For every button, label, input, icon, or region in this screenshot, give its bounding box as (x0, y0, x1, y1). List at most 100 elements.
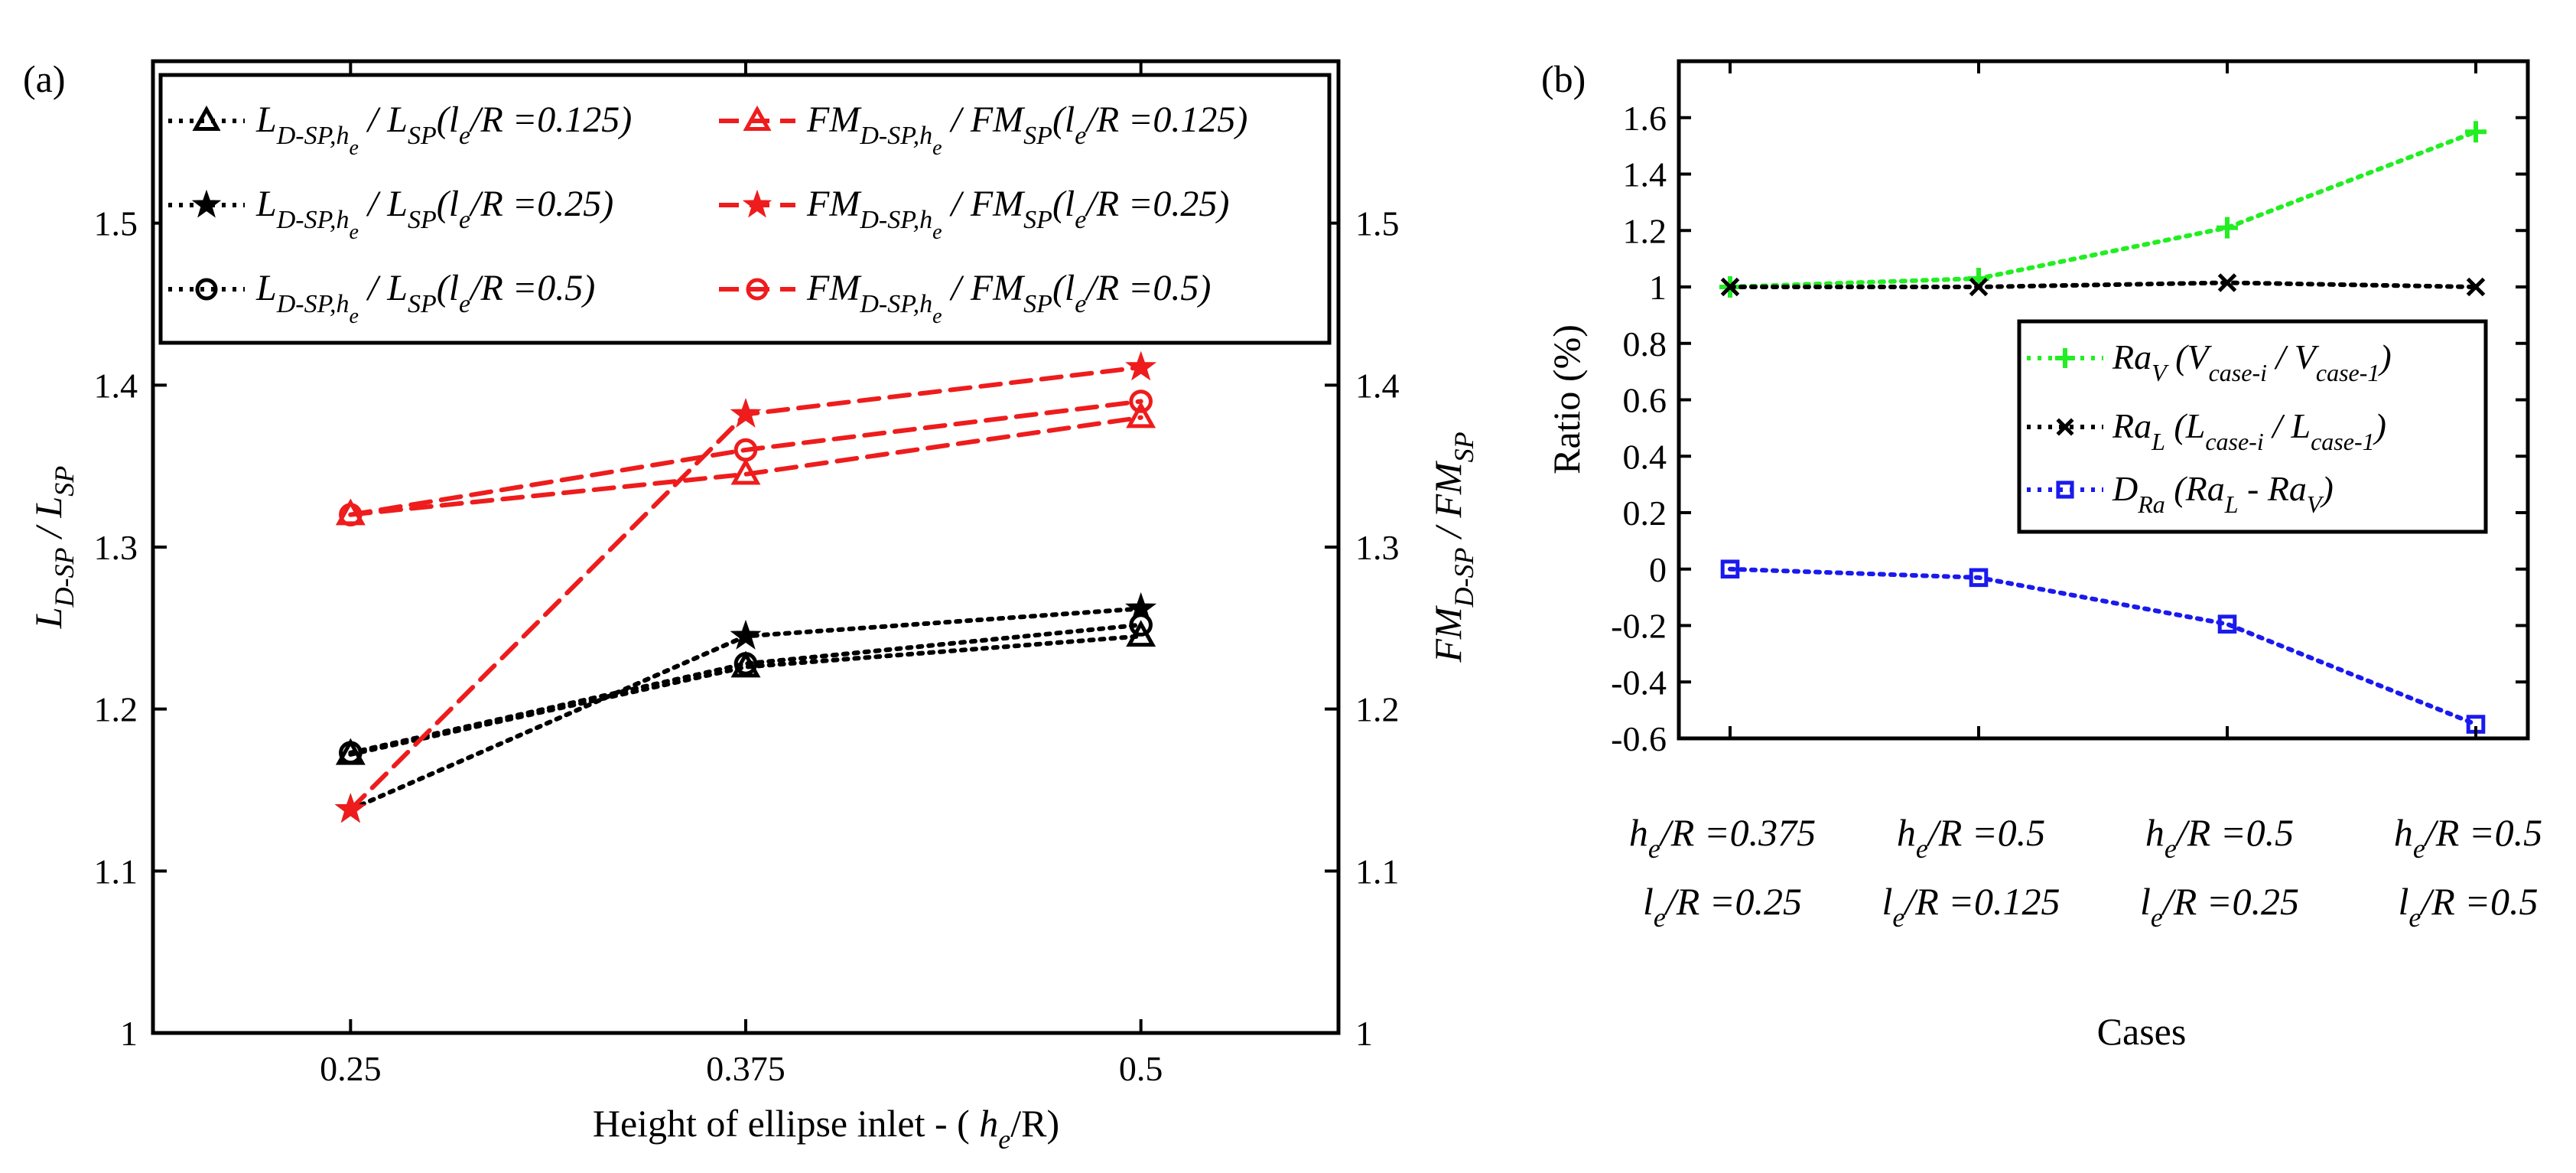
panel-a-legend-marker (746, 278, 769, 301)
panel-a-legend-label-part: e (459, 122, 470, 150)
panel-a-legend-label-part: L (255, 268, 277, 308)
panel-a-legend-label-part: e (459, 206, 470, 234)
panel-a-right-y-label-sub: D-SP (1449, 547, 1479, 608)
panel-b-y-tick-label: 1 (1649, 268, 1667, 307)
panel-b-legend-marker (2056, 481, 2074, 499)
panel-b-category-label-part: /R =0.125 (1902, 880, 2060, 923)
panel-b-data-point (1720, 559, 1740, 579)
panel-a-legend-label-part: e (459, 290, 470, 318)
panel-b-category-label-part: e (2413, 833, 2425, 864)
panel-a-legend-label-part: L (255, 99, 277, 140)
panel-b-category-label-part: e (1892, 902, 1904, 933)
panel-b-y-tick-label: 0 (1649, 550, 1667, 589)
panel-a-legend-label-part: / FM (942, 184, 1026, 224)
panel-a-legend-label-part: /R =0.125) (468, 99, 632, 140)
panel-a-right-y-tick-label: 1.2 (1355, 690, 1400, 729)
panel-b-category-label-part: e (2151, 902, 2163, 933)
panel-a-data-point (733, 652, 758, 676)
panel-a-legend-label-part: (l (1052, 268, 1075, 308)
panel-a-right-y-label-main: FM (1426, 605, 1469, 663)
panel-a-data-point (1129, 613, 1153, 637)
panel-b-category-label-part: /R =0.25 (2161, 880, 2299, 923)
panel-b-data-point (2466, 277, 2486, 297)
panel-b-data-point (1720, 277, 1740, 297)
panel-b-legend-label-part: Ra (2137, 490, 2165, 518)
panel-b-category-label-part: /R =0.25 (1664, 880, 1802, 923)
panel-a-legend-label-part: SP (408, 206, 437, 234)
panel-b-legend-label-part: case-i (2205, 428, 2263, 455)
panel-b-legend-marker (2056, 418, 2074, 436)
panel-b-category-label-line1: he/R =0.5 (2145, 811, 2294, 864)
panel-a-right-y-tick-label: 1.4 (1355, 366, 1400, 405)
panel-b-category-label-part: l (2140, 880, 2151, 923)
panel-b-legend-label: RaV (Vcase-i / Vcase-1) (2112, 337, 2392, 386)
panel-b-legend-label-part: (V (2167, 337, 2213, 376)
panel-a-series-group (334, 350, 1157, 823)
panel-a-legend-label-part: /R =0.125) (1084, 99, 1247, 140)
panel-a-data-point (733, 438, 758, 462)
panel-a-legend: LD-SP,he / LSP(le/R =0.125)LD-SP,he / LS… (158, 73, 1332, 345)
panel-a-ticks-group: 0.25 0.375 0.5 1 1 1.1 1.1 1.2 1.2 1.3 1.3 1.4 1.4 1.… (94, 61, 1400, 1088)
panel-a-x-label-main: h (979, 1102, 998, 1145)
panel-a-legend-label-part: (l (1052, 99, 1075, 140)
panel-a-left-y-tick-label: 1.2 (94, 690, 138, 729)
panel-a-x-axis-label: Height of ellipse inlet - ( he/R) (593, 1102, 1059, 1155)
panel-b-category-label-part: e (2165, 833, 2177, 864)
panel-b-legend-label-part: D (2112, 469, 2138, 508)
panel-a-legend-label-part: / L (359, 268, 408, 308)
panel-b-category-label-line2: le/R =0.125 (1882, 880, 2060, 933)
panel-a-legend-label-part: /R =0.25) (468, 184, 613, 224)
panel-a-legend-label-part: /R =0.5) (468, 268, 595, 308)
panel-b-category-label-part: /R =0.5 (1926, 811, 2045, 854)
panel-a-right-y-tick-label: 1.3 (1355, 528, 1400, 567)
panel-a-legend-label-part: SP (1023, 290, 1052, 318)
panel-b-legend-label: DRa (RaL - RaV) (2112, 469, 2334, 518)
panel-a-left-y-tick-label: 1.5 (94, 204, 138, 243)
panel-a-legend-label-part: e (1075, 122, 1086, 150)
panel-a-left-y-label-mid: / L (27, 497, 70, 548)
panel-b-legend-label-part: / L (2264, 406, 2311, 445)
panel-a-data-point (1126, 401, 1156, 428)
panel-a-legend-label: FMD-SP,he / FMSP(le/R =0.5) (806, 268, 1211, 328)
panel-b-category-label-part: h (2394, 811, 2413, 854)
panel-a-data-point (730, 397, 762, 428)
panel-a-legend-label-part: e (932, 136, 942, 160)
panel-a-legend-label-part: D-SP,h (859, 290, 932, 318)
panel-b-y-tick-label: 0.6 (1623, 381, 1667, 420)
panel-b-y-tick-label: -0.2 (1611, 607, 1667, 646)
panel-b-series-group (1719, 121, 2487, 734)
panel-a-legend-label-part: e (349, 305, 358, 328)
panel-a-legend-label-part: / FM (942, 99, 1026, 140)
panel-a-legend-items: LD-SP,he / LSP(le/R =0.125)LD-SP,he / LS… (168, 99, 1247, 328)
panel-a-x-label-prefix: Height of ellipse inlet - ( (593, 1102, 979, 1145)
panel-a-legend-label-part: / L (359, 184, 408, 224)
panel-a-left-y-tick-label: 1.3 (94, 528, 138, 567)
panel-a-legend-label-part: (l (437, 99, 459, 140)
panel-a-legend-label-part: e (932, 220, 942, 244)
panel-b-data-point (2465, 121, 2487, 143)
panel-b-category-label-part: h (2145, 811, 2165, 854)
panel-a-series-line-6 (348, 399, 1143, 517)
panel-a-legend-marker (195, 278, 218, 301)
panel-a-left-y-tick-label: 1.1 (94, 852, 138, 891)
panel-a-x-tick-label: 0.375 (706, 1049, 785, 1088)
panel-a-x-label-sub: e (998, 1124, 1010, 1155)
panel-a-legend-label-part: e (349, 136, 358, 160)
panel-b-category-label-part: l (1882, 880, 1892, 923)
panel-a-legend-label: LD-SP,he / LSP(le/R =0.125) (255, 99, 632, 160)
panel-a-legend-label-part: e (1075, 206, 1086, 234)
panel-b-category-label-part: /R =0.5 (2423, 811, 2542, 854)
panel-a-legend-label-part: / FM (942, 268, 1026, 308)
panel-a-left-y-label-sub: D-SP (49, 547, 80, 608)
panel-b-legend-label-part: / V (2267, 337, 2320, 376)
panel-b-legend-marker (2055, 348, 2075, 368)
panel-a-data-point (334, 793, 366, 823)
panel-b-legend-label-part: case-1 (2316, 359, 2380, 386)
panel-b-y-axis-label: Ratio (%) (1545, 324, 1588, 474)
panel-b-category-label-line2: le/R =0.25 (1643, 880, 1802, 933)
panel-a-legend-label-part: D-SP,h (859, 122, 932, 150)
panel-b-category-label-part: /R =0.5 (2174, 811, 2294, 854)
panel-b-label: (b) (1541, 57, 1586, 100)
panel-b-category-label-part: l (2398, 880, 2408, 923)
